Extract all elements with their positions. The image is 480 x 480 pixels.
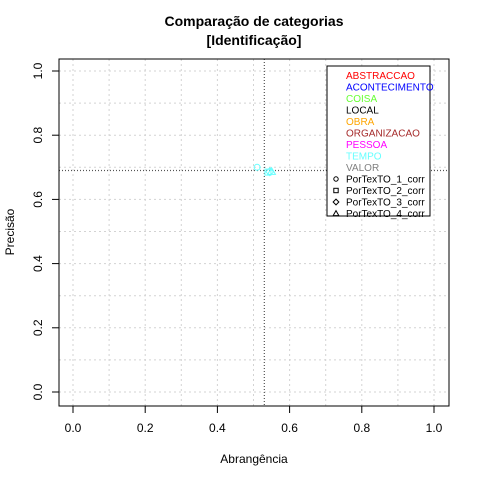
legend-entry-label: OBRA: [346, 117, 375, 128]
legend: ABSTRACCAOACONTECIMENTOCOISALOCALOBRAORG…: [326, 65, 434, 220]
legend-entry-label: PorTexTO_1_corr: [346, 175, 425, 186]
y-tick-label: 0.0: [31, 383, 45, 400]
legend-marker-icon: [333, 176, 339, 182]
chart-title: Comparação de categorias: [165, 13, 344, 29]
y-tick-label: 0.8: [31, 127, 45, 144]
data-points: [253, 163, 277, 177]
x-axis-label: Abrangência: [220, 452, 288, 466]
y-tick-label: 0.6: [31, 191, 45, 208]
data-point: [266, 166, 277, 175]
y-tick-label: 0.4: [31, 255, 45, 272]
legend-entry-label: PorTexTO_2_corr: [346, 186, 425, 197]
legend-marker-icon: [332, 198, 340, 206]
legend-entry-label: PorTexTO_4_corr: [346, 209, 425, 220]
x-tick-label: 1.0: [426, 421, 443, 435]
legend-entry-label: COISA: [346, 94, 377, 105]
legend-entry-label: VALOR: [346, 163, 379, 174]
legend-marker-icon: [332, 209, 340, 217]
x-tick-label: 0.2: [137, 421, 154, 435]
data-point: [253, 163, 261, 171]
x-tick-label: 0.0: [65, 421, 82, 435]
x-tick-label: 0.8: [353, 421, 370, 435]
legend-marker-icon: [333, 187, 339, 194]
legend-entry-label: LOCAL: [346, 106, 379, 117]
y-axis-label: Precisão: [3, 208, 17, 255]
y-tick-label: 1.0: [31, 62, 45, 79]
y-axis: 0.0 0.2 0.4 0.6 0.8 1.0: [31, 62, 60, 400]
data-point: [265, 167, 275, 177]
x-tick-label: 0.4: [209, 421, 226, 435]
x-tick-label: 0.6: [281, 421, 298, 435]
legend-entry-label: TEMPO: [346, 152, 382, 163]
chart-subtitle: [Identificação]: [207, 32, 302, 48]
legend-entry-label: ACONTECIMENTO: [346, 83, 434, 94]
legend-box: [326, 65, 431, 217]
legend-entry-label: PorTexTO_3_corr: [346, 198, 425, 209]
legend-entry-label: ORGANIZACAO: [346, 129, 420, 140]
y-tick-label: 0.2: [31, 319, 45, 336]
legend-entry-label: PESSOA: [346, 140, 387, 151]
x-axis: 0.0 0.2 0.4 0.6 0.8 1.0: [65, 405, 443, 435]
legend-entry-label: ABSTRACCAO: [346, 71, 415, 82]
